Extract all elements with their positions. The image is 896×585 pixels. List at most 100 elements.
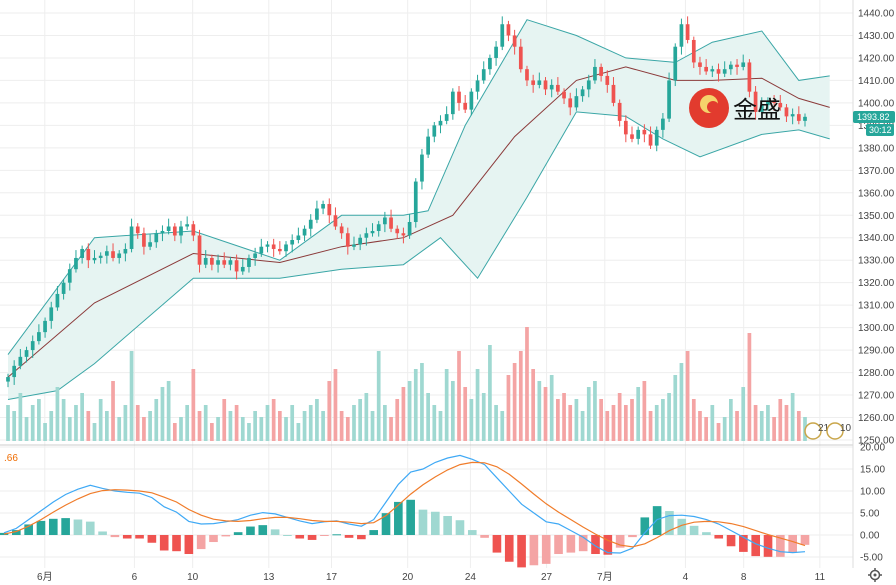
macd-hist-bar bbox=[307, 535, 317, 540]
volume-bar bbox=[450, 381, 455, 441]
candle-body bbox=[469, 91, 474, 110]
macd-hist-bar bbox=[357, 535, 366, 540]
volume-bar bbox=[216, 417, 220, 441]
time-tick-label: 8 bbox=[741, 572, 747, 583]
candle-body bbox=[537, 80, 542, 85]
macd-hist-bar bbox=[246, 526, 255, 535]
macd-hist-bar bbox=[714, 535, 724, 539]
volume-bar bbox=[531, 369, 536, 441]
watermark-text: 金盛 bbox=[733, 96, 781, 124]
macd-hist-bar bbox=[24, 524, 33, 535]
time-axis[interactable]: 6月 6 10 13 17 20 24 27 7月 4 8 11 bbox=[37, 571, 825, 583]
candle-body bbox=[753, 91, 758, 112]
volume-bar bbox=[679, 363, 684, 441]
volume-bar bbox=[469, 399, 474, 441]
volume-bar bbox=[673, 375, 678, 441]
macd-hist-bar bbox=[443, 515, 452, 535]
volume-bar bbox=[197, 411, 202, 441]
candle-body bbox=[191, 224, 196, 236]
time-tick-label: 27 bbox=[541, 572, 553, 583]
candle-body bbox=[395, 228, 400, 234]
volume-bar bbox=[729, 399, 733, 441]
time-tick-label: 6 bbox=[132, 572, 138, 583]
macd-hist-bar bbox=[603, 535, 613, 555]
time-tick-label: 6月 bbox=[37, 571, 53, 583]
volume-bar bbox=[580, 411, 585, 441]
candlestick-series bbox=[6, 16, 807, 388]
volume-bar bbox=[6, 405, 10, 441]
candle-body bbox=[518, 46, 523, 70]
volume-bar bbox=[518, 351, 523, 441]
volume-bar bbox=[203, 405, 208, 441]
volume-bar bbox=[704, 417, 709, 441]
macd-hist-bar bbox=[394, 501, 403, 535]
volume-bar bbox=[67, 417, 72, 441]
volume-badges: 21 10 bbox=[804, 422, 852, 440]
candle-body bbox=[673, 46, 678, 81]
volume-bar bbox=[654, 405, 659, 441]
candle-body bbox=[722, 69, 727, 74]
macd-tick-label: -5.00 bbox=[860, 553, 883, 564]
price-tick-label: 1310.00 bbox=[858, 301, 895, 312]
time-tick-label: 24 bbox=[465, 572, 477, 583]
macd-axis[interactable]: 20.00 15.00 10.00 5.00 0.00 -5.00 bbox=[860, 443, 885, 564]
macd-hist-bar bbox=[110, 535, 120, 538]
price-tick-label: 1340.00 bbox=[858, 233, 895, 244]
macd-hist-bar bbox=[689, 525, 699, 535]
volume-bar bbox=[549, 375, 554, 441]
volume-bar bbox=[296, 423, 301, 441]
macd-hist-bar bbox=[517, 535, 526, 568]
candle-body bbox=[747, 62, 752, 92]
candle-body bbox=[265, 244, 270, 247]
macd-hist-bar bbox=[283, 535, 292, 536]
candle-body bbox=[296, 235, 301, 240]
volume-bar bbox=[623, 405, 628, 441]
macd-hist-bar bbox=[615, 535, 625, 548]
price-axis[interactable]: 1250.00 1260.00 1270.00 1280.00 1290.00 1300.… bbox=[858, 9, 895, 447]
volume-bar bbox=[432, 405, 437, 441]
macd-hist-bar bbox=[135, 535, 144, 539]
candle-body bbox=[586, 80, 591, 90]
candle-body bbox=[407, 222, 412, 236]
volume-bar bbox=[92, 423, 97, 441]
candle-body bbox=[475, 80, 480, 92]
settings-gear-icon[interactable] bbox=[868, 568, 882, 582]
macd-hist-bar bbox=[591, 535, 600, 555]
macd-hist-bar bbox=[98, 531, 107, 535]
macd-hist-bar bbox=[418, 509, 428, 535]
volume-bar bbox=[413, 369, 418, 441]
candle-body bbox=[80, 248, 84, 258]
candle-body bbox=[179, 226, 183, 236]
candle-body bbox=[568, 98, 573, 108]
volume-bar bbox=[568, 405, 573, 441]
price-tick-label: 1290.00 bbox=[858, 346, 895, 357]
candle-body bbox=[302, 228, 307, 236]
volume-bar bbox=[345, 417, 350, 441]
volume-bar bbox=[457, 351, 461, 441]
volume-bar bbox=[735, 411, 739, 441]
macd-hist-bar bbox=[566, 535, 576, 553]
candle-body bbox=[463, 102, 468, 110]
current-price-badge: 1393.82 bbox=[853, 111, 895, 123]
candle-body bbox=[556, 84, 560, 92]
candle-body bbox=[549, 84, 554, 90]
volume-bar bbox=[123, 405, 128, 441]
candle-body bbox=[30, 341, 35, 351]
macd-hist-bar bbox=[221, 535, 231, 537]
volume-bar bbox=[284, 417, 288, 441]
candle-body bbox=[271, 244, 276, 249]
candle-body bbox=[216, 260, 220, 265]
candle-body bbox=[741, 62, 746, 67]
candle-body bbox=[74, 257, 78, 270]
time-tick-label: 11 bbox=[815, 572, 826, 583]
volume-bar bbox=[55, 387, 60, 441]
volume-bar bbox=[234, 405, 239, 441]
macd-hist-bar bbox=[788, 535, 797, 553]
volume-bar bbox=[210, 423, 214, 441]
volume-bar bbox=[172, 423, 177, 441]
macd-hist-bar bbox=[726, 535, 736, 547]
candle-body bbox=[562, 91, 566, 99]
candle-body bbox=[710, 69, 715, 72]
candle-body bbox=[55, 293, 60, 308]
